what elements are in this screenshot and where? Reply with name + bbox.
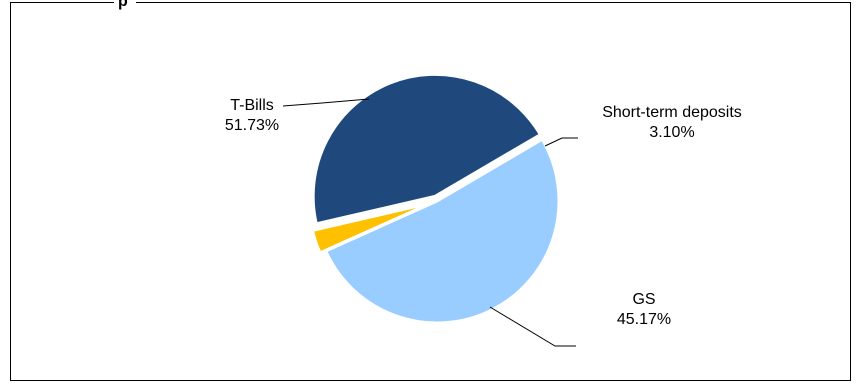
pie-slice-short-term-deposits bbox=[310, 201, 432, 255]
slice-name-label: Short-term deposits bbox=[602, 104, 742, 121]
slice-name-label: T-Bills bbox=[230, 97, 274, 114]
chart-title-fragment: p bbox=[118, 0, 128, 10]
pie-slice-t-bills bbox=[323, 137, 561, 325]
title-mask bbox=[114, 0, 136, 5]
slice-value-label: 51.73% bbox=[225, 117, 279, 134]
leader-lines bbox=[282, 98, 578, 347]
data-labels: T-Bills 51.73% Short-term deposits 3.10% GS 4… bbox=[225, 97, 742, 328]
pie-slices bbox=[310, 72, 561, 325]
leader-line-short-term-deposits bbox=[544, 137, 578, 147]
slice-value-label: 3.10% bbox=[649, 124, 694, 141]
pie-slice-gs bbox=[311, 72, 543, 226]
leader-line-t-bills bbox=[282, 98, 370, 107]
slice-value-label: 45.17% bbox=[617, 311, 671, 328]
slice-name-label: GS bbox=[632, 291, 655, 308]
leader-line-gs bbox=[489, 306, 576, 347]
